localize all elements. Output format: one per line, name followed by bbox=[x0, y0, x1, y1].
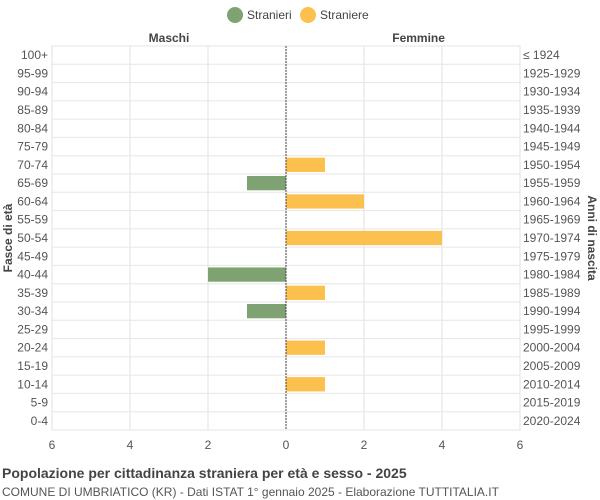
birth-year-label: 1930-1934 bbox=[523, 85, 581, 99]
age-group-label: 0-4 bbox=[31, 414, 49, 428]
age-group-label: 45-49 bbox=[17, 249, 48, 263]
age-group-label: 35-39 bbox=[17, 286, 48, 300]
age-group-label: 40-44 bbox=[17, 268, 48, 282]
side-label-maschi: Maschi bbox=[149, 31, 190, 45]
labels: 6 4 2 0 2 4 6 100+ ≤ 1924 95-99 1925-1929 90-94 1930… bbox=[1, 31, 599, 452]
birth-year-label: 2005-2009 bbox=[523, 359, 581, 373]
age-group-label: 5-9 bbox=[31, 396, 49, 410]
birth-year-label: 1965-1969 bbox=[523, 213, 581, 227]
age-group-label: 20-24 bbox=[17, 341, 48, 355]
age-group-label: 60-64 bbox=[17, 194, 48, 208]
legend-label-straniere: Straniere bbox=[320, 8, 369, 22]
birth-year-label: 1990-1994 bbox=[523, 304, 581, 318]
birth-year-label: 2020-2024 bbox=[523, 414, 581, 428]
legend-label-stranieri: Stranieri bbox=[247, 8, 292, 22]
chart-source: COMUNE DI UMBRIATICO (KR) - Dati ISTAT 1… bbox=[2, 485, 499, 499]
side-label-femmine: Femmine bbox=[392, 31, 445, 45]
birth-year-label: 1940-1944 bbox=[523, 121, 581, 135]
age-group-label: 15-19 bbox=[17, 359, 48, 373]
legend-swatch-straniere bbox=[300, 7, 316, 23]
birth-year-label: ≤ 1924 bbox=[523, 48, 560, 62]
birth-year-label: 1995-1999 bbox=[523, 322, 581, 336]
x-tick-label: 6 bbox=[49, 438, 56, 452]
x-tick-label: 4 bbox=[439, 438, 446, 452]
age-group-label: 75-79 bbox=[17, 140, 48, 154]
bar-straniere bbox=[286, 377, 325, 392]
birth-year-label: 2010-2014 bbox=[523, 377, 581, 391]
age-group-label: 80-84 bbox=[17, 121, 48, 135]
x-tick-label: 4 bbox=[127, 438, 134, 452]
bars bbox=[208, 157, 442, 392]
age-group-label: 25-29 bbox=[17, 322, 48, 336]
age-group-label: 55-59 bbox=[17, 213, 48, 227]
birth-year-label: 1950-1954 bbox=[523, 158, 581, 172]
bar-straniere bbox=[286, 157, 325, 172]
bar-straniere bbox=[286, 194, 364, 209]
age-group-label: 100+ bbox=[21, 48, 48, 62]
x-tick-label: 2 bbox=[205, 438, 212, 452]
birth-year-label: 2015-2019 bbox=[523, 396, 581, 410]
age-group-label: 85-89 bbox=[17, 103, 48, 117]
age-group-label: 90-94 bbox=[17, 85, 48, 99]
age-group-label: 10-14 bbox=[17, 377, 48, 391]
birth-year-label: 2000-2004 bbox=[523, 341, 581, 355]
birth-year-label: 1970-1974 bbox=[523, 231, 581, 245]
bar-stranieri bbox=[247, 304, 286, 319]
birth-year-label: 1975-1979 bbox=[523, 249, 581, 263]
legend-swatch-stranieri bbox=[227, 7, 243, 23]
y-axis-title-left: Fasce di età bbox=[1, 203, 15, 272]
x-tick-label: 0 bbox=[283, 438, 290, 452]
bar-stranieri bbox=[208, 267, 286, 282]
age-group-label: 50-54 bbox=[17, 231, 48, 245]
age-group-label: 70-74 bbox=[17, 158, 48, 172]
birth-year-label: 1935-1939 bbox=[523, 103, 581, 117]
birth-year-label: 1960-1964 bbox=[523, 194, 581, 208]
birth-year-label: 1980-1984 bbox=[523, 268, 581, 282]
x-tick-label: 2 bbox=[361, 438, 368, 452]
bar-straniere bbox=[286, 340, 325, 355]
age-group-label: 30-34 bbox=[17, 304, 48, 318]
legend: Stranieri Straniere bbox=[227, 7, 369, 23]
age-group-label: 95-99 bbox=[17, 66, 48, 80]
bar-stranieri bbox=[247, 176, 286, 191]
birth-year-label: 1985-1989 bbox=[523, 286, 581, 300]
population-pyramid-chart: 6 4 2 0 2 4 6 100+ ≤ 1924 95-99 1925-1929 90-94 1930… bbox=[1, 7, 599, 452]
bar-straniere bbox=[286, 230, 442, 246]
birth-year-label: 1925-1929 bbox=[523, 66, 581, 80]
birth-year-label: 1955-1959 bbox=[523, 176, 581, 190]
y-axis-title-right: Anni di nascita bbox=[585, 195, 599, 281]
chart-title: Popolazione per cittadinanza straniera p… bbox=[2, 465, 407, 481]
birth-year-label: 1945-1949 bbox=[523, 140, 581, 154]
age-group-label: 65-69 bbox=[17, 176, 48, 190]
x-tick-label: 6 bbox=[517, 438, 524, 452]
bar-straniere bbox=[286, 285, 325, 300]
